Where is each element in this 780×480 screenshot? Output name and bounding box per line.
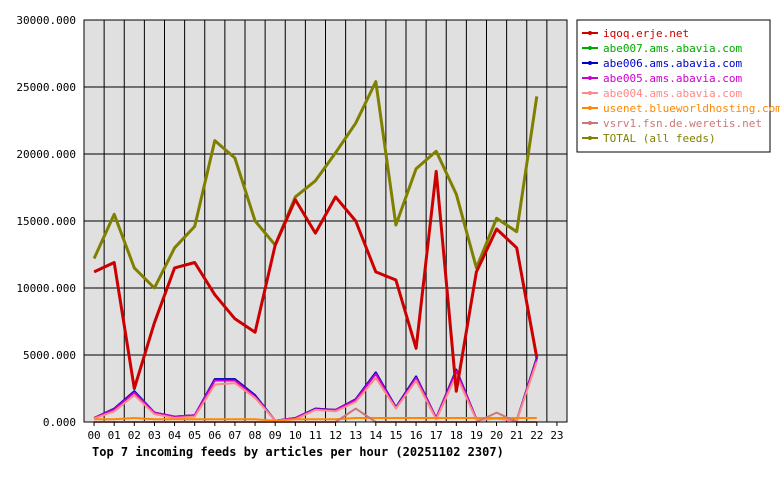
series-line-6 [94,417,537,422]
x-axis-ticks: 00 01 02 03 04 05 06 07 08 09 10 11 12 13 14 15 16 17 18 19… [87,422,564,442]
legend-label: iqoq.erje.net [603,27,689,40]
chart-caption: Top 7 incoming feeds by articles per hou… [92,445,504,459]
y-tick-label: 30000.000 [16,14,76,27]
legend-label: vsrv1.fsn.de.weretis.net [603,117,762,130]
plot-border [83,19,568,423]
x-tick-label: 23 [550,429,563,442]
x-tick-label: 20 [490,429,503,442]
y-tick-label: 0.000 [43,416,76,429]
x-tick-label: 19 [470,429,483,442]
x-tick-label: 13 [349,429,362,442]
y-tick-label: 15000.000 [16,215,76,228]
y-axis-ticks: 0.000 5000.000 10000.000 15000.000 20000.000… [16,14,76,429]
x-tick-label: 22 [530,429,543,442]
x-tick-label: 17 [430,429,443,442]
series-line-1 [93,169,539,393]
legend-label: abe004.ams.abavia.com [603,87,742,100]
legend-marker [588,31,592,35]
series-line-8 [92,80,539,290]
series-line-5 [93,361,538,422]
x-tick-label: 18 [450,429,463,442]
x-tick-label: 00 [87,429,100,442]
x-tick-label: 05 [188,429,201,442]
legend-label: abe005.ams.abavia.com [603,72,742,85]
legend-label: abe007.ams.abavia.com [603,42,742,55]
x-tick-label: 09 [269,429,282,442]
x-tick-label: 10 [289,429,302,442]
legend-marker [588,61,592,65]
legend-marker [588,136,592,140]
legend: iqoq.erje.net abe007.ams.abavia.com abe006… [582,27,780,145]
x-tick-label: 15 [389,429,402,442]
legend-marker [588,121,592,125]
x-tick-label: 11 [309,429,322,442]
x-tick-label: 16 [409,429,422,442]
legend-label: abe006.ams.abavia.com [603,57,742,70]
x-tick-label: 12 [329,429,342,442]
x-tick-label: 06 [208,429,221,442]
y-tick-label: 25000.000 [16,81,76,94]
x-tick-label: 08 [248,429,261,442]
legend-marker [588,91,592,95]
legend-label: usenet.blueworldhosting.com [603,102,780,115]
legend-marker [588,46,592,50]
x-tick-label: 07 [228,429,241,442]
x-tick-label: 01 [108,429,121,442]
x-tick-label: 02 [128,429,141,442]
x-tick-label: 14 [369,429,383,442]
x-tick-label: 03 [148,429,161,442]
legend-box [576,19,771,153]
y-tick-label: 5000.000 [23,349,76,362]
y-tick-label: 20000.000 [16,148,76,161]
legend-marker [588,106,592,110]
y-tick-label: 10000.000 [16,282,76,295]
legend-marker [588,76,592,80]
x-tick-label: 04 [168,429,182,442]
x-tick-label: 21 [510,429,523,442]
legend-label: TOTAL (all feeds) [603,132,716,145]
